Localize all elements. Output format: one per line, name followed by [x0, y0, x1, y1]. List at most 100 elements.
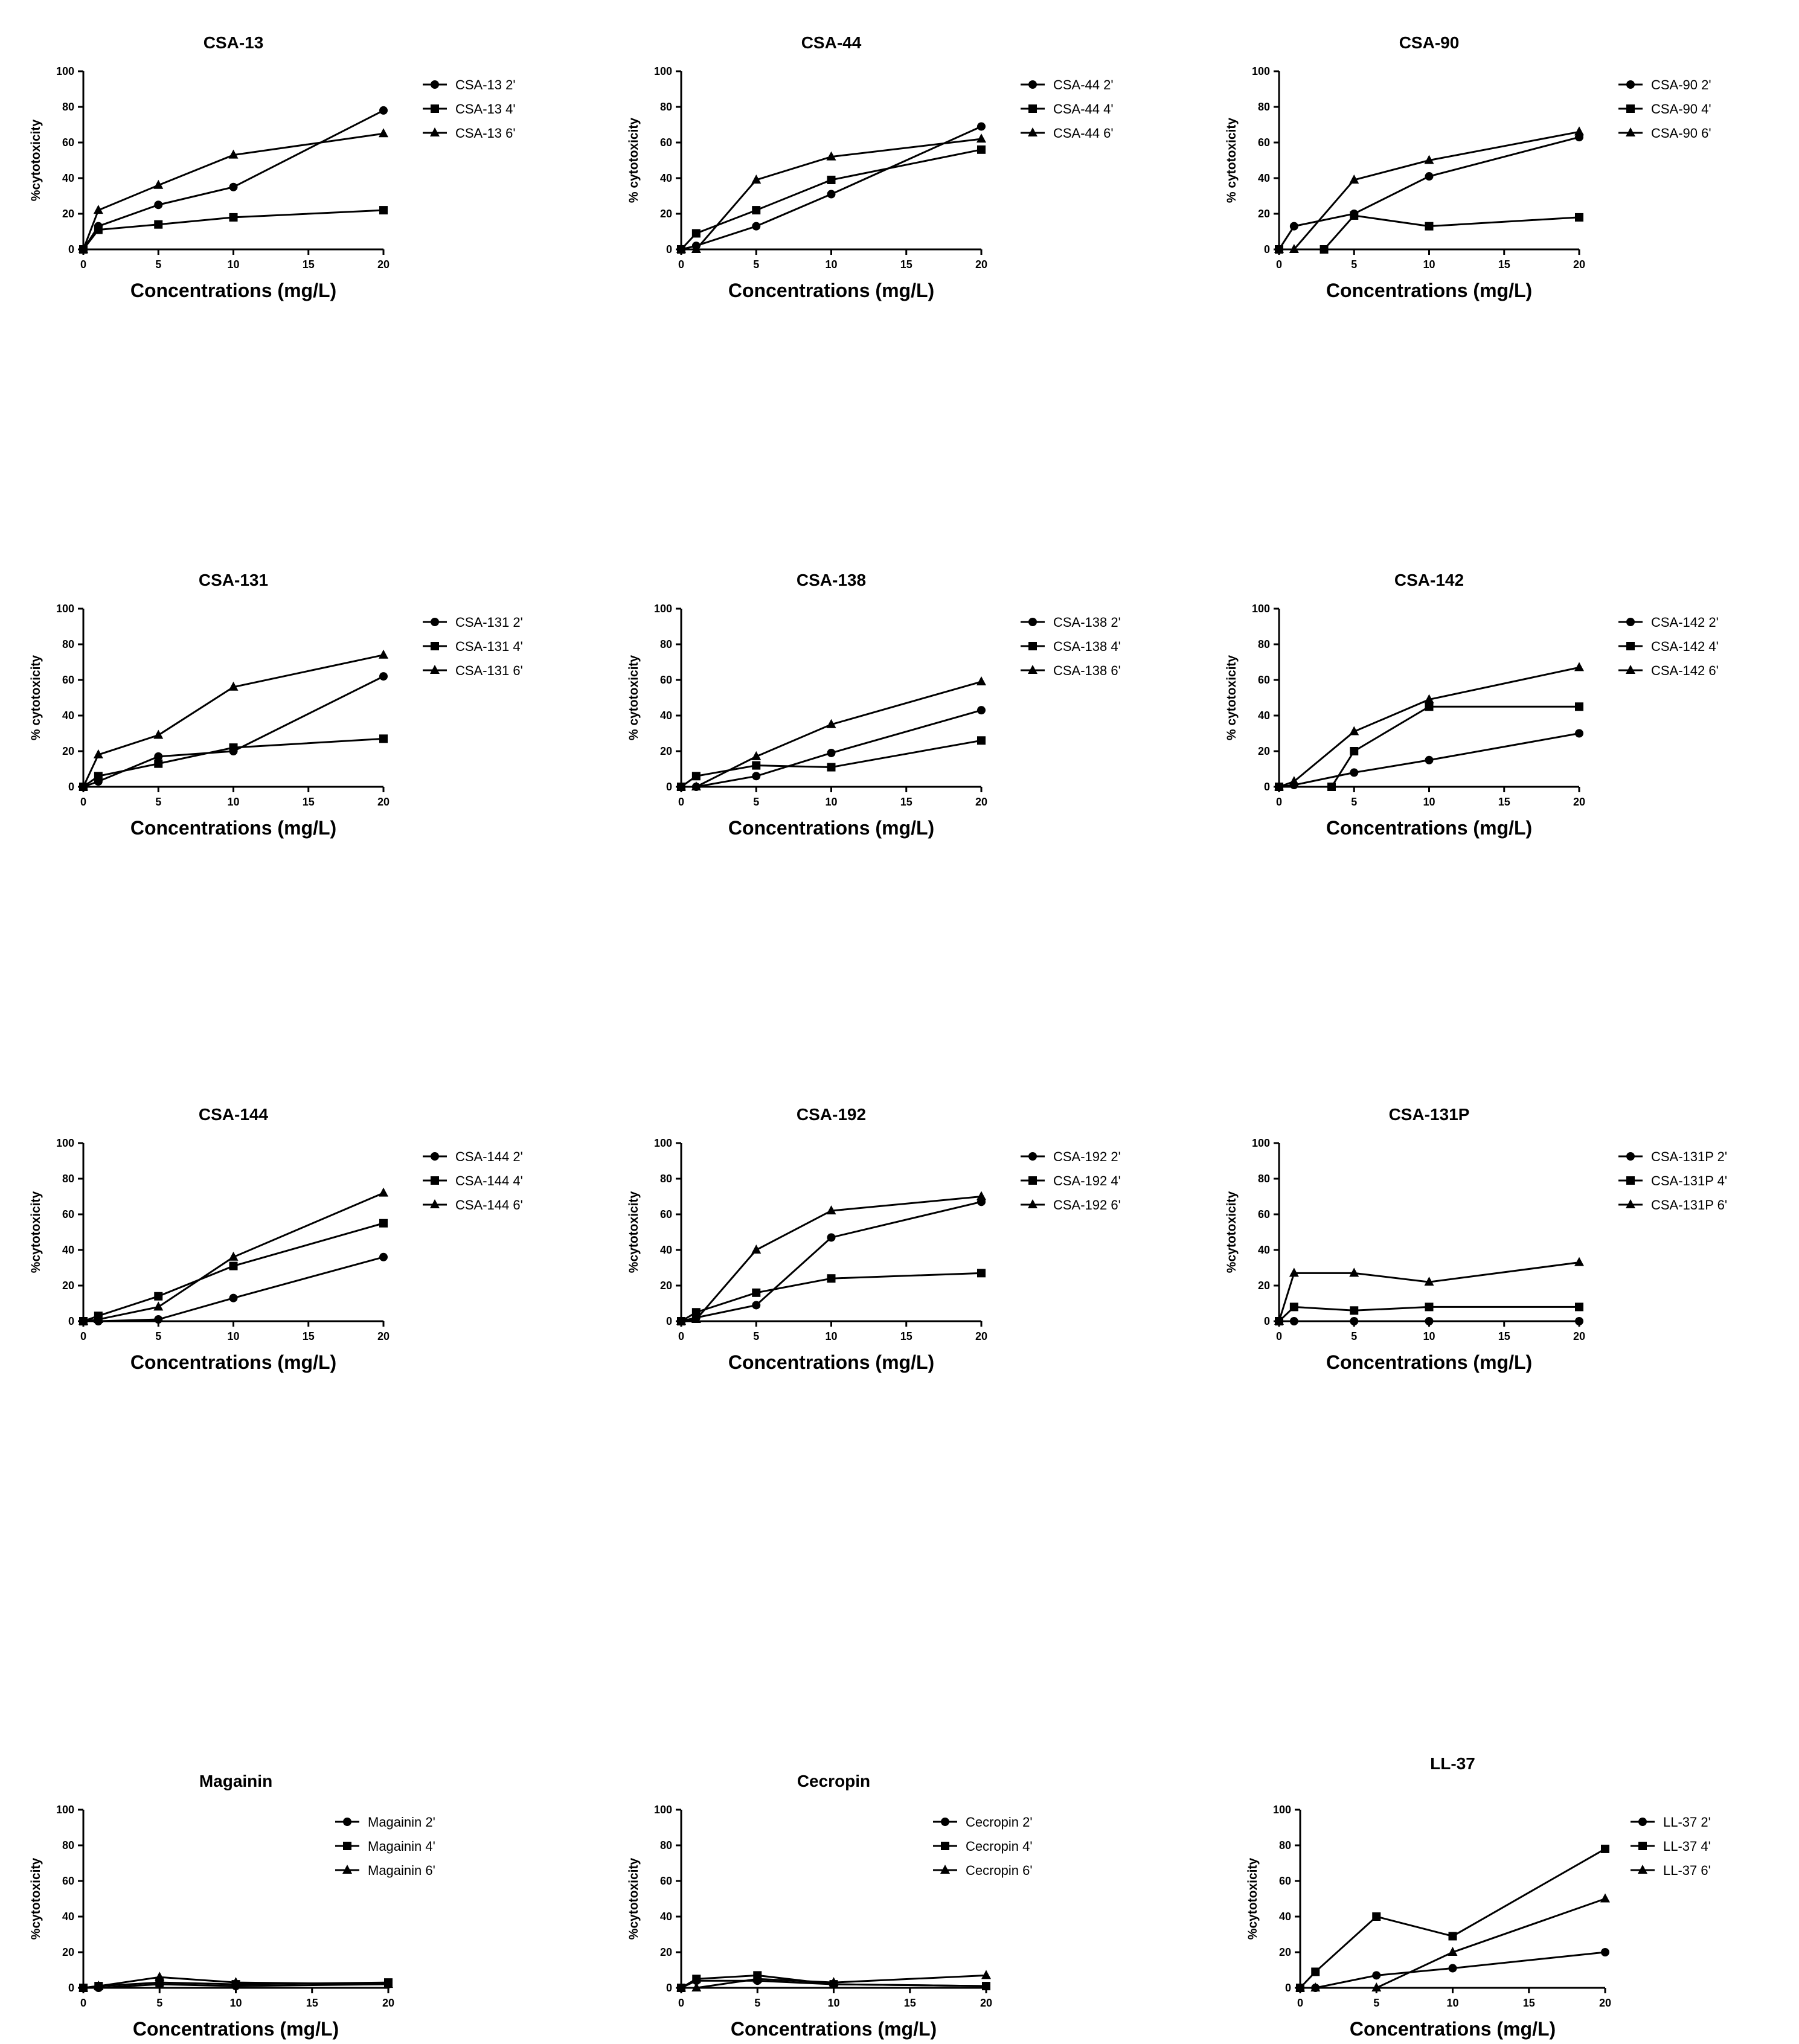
- data-point-circle: [1575, 729, 1583, 738]
- legend-marker-square: [1028, 104, 1037, 113]
- chart-panel-csa-13: CSA-13 0 5 10 15 20 0 20 40 60 80 100 Concentrations…: [0, 0, 580, 362]
- chart-svg: Cecropin 0 5 10 15 20 0 20 40 60 80 100 Concentratio…: [627, 1772, 1033, 2040]
- data-point-square: [691, 1308, 701, 1317]
- data-point-square: [752, 1288, 761, 1297]
- data-point-circle: [827, 748, 836, 757]
- data-point-square: [1448, 1932, 1457, 1941]
- chart-panel-csa-131: CSA-131 0 5 10 15 20 0 20 40 60 80 100 Concentration…: [0, 537, 580, 900]
- series-line-3: [1278, 666, 1580, 788]
- chart-panel-csa-90: CSA-90 0 5 10 15 20 0 20 40 60 80 100 Concentrations…: [1196, 0, 1775, 362]
- legend-marker-circle: [1028, 80, 1037, 89]
- legend-label: CSA-138 6': [1053, 663, 1121, 678]
- x-tick-label: 5: [1351, 1330, 1357, 1342]
- data-point-circle: [229, 1293, 238, 1302]
- x-tick-label: 10: [1446, 1997, 1458, 2009]
- legend-label: Cecropin 2': [966, 1815, 1033, 1830]
- legend-label: CSA-192 6': [1053, 1197, 1121, 1213]
- legend-marker-circle: [343, 1818, 351, 1826]
- y-axis-label: %cytotoxicity: [627, 1857, 641, 1940]
- chart-svg: CSA-44 0 5 10 15 20 0 20 40 60 80 100 Concentrations…: [627, 33, 1114, 301]
- legend-label: CSA-90 2': [1651, 77, 1711, 92]
- legend-marker-square: [1626, 104, 1635, 113]
- data-point-triangle: [976, 1191, 986, 1200]
- data-point-square: [1320, 245, 1329, 254]
- series-line-2: [1279, 705, 1579, 788]
- legend-marker-triangle: [1626, 665, 1635, 674]
- series-line-2: [680, 149, 982, 251]
- data-point-triangle: [1274, 244, 1284, 253]
- x-tick-label: 10: [1423, 1330, 1435, 1342]
- data-point-triangle: [379, 1187, 388, 1197]
- data-point-square: [1601, 1844, 1609, 1853]
- y-tick-label: 40: [62, 172, 74, 184]
- y-tick-label: 0: [68, 1982, 74, 1994]
- chart-svg: CSA-192 0 5 10 15 20 0 20 40 60 80 100 Concentration…: [627, 1105, 1121, 1373]
- y-tick-label: 20: [1258, 745, 1270, 757]
- chart-svg: CSA-13 0 5 10 15 20 0 20 40 60 80 100 Concentrations…: [29, 33, 516, 301]
- data-point-triangle: [691, 781, 701, 790]
- y-tick-label: 0: [68, 781, 74, 793]
- chart-title: Magainin: [199, 1772, 272, 1790]
- data-point-square: [1327, 783, 1336, 791]
- y-tick-label: 20: [1258, 208, 1270, 220]
- data-point-triangle: [153, 1301, 164, 1311]
- chart-svg: LL-37 0 5 10 15 20 0 20 40 60 80 100 Concentrations …: [1246, 1754, 1711, 2040]
- legend-marker-circle: [1028, 1152, 1037, 1161]
- y-tick-label: 40: [660, 1911, 672, 1923]
- legend-label: CSA-131P 6': [1651, 1197, 1727, 1213]
- x-tick-label: 15: [900, 796, 912, 808]
- y-tick-label: 60: [1258, 136, 1270, 149]
- legend-label: CSA-144 2': [455, 1149, 523, 1164]
- data-point-triangle: [976, 676, 986, 685]
- x-tick-label: 0: [678, 1997, 684, 2009]
- y-tick-label: 0: [1264, 781, 1270, 793]
- data-point-circle: [1448, 1964, 1457, 1973]
- data-point-triangle: [676, 1316, 686, 1325]
- chart-svg: CSA-138 0 5 10 15 20 0 20 40 60 80 100 Concentration…: [627, 571, 1121, 839]
- x-tick-label: 15: [306, 1997, 318, 2009]
- y-tick-label: 40: [1258, 172, 1270, 184]
- legend-label: CSA-44 6': [1053, 126, 1114, 141]
- y-tick-label: 40: [62, 1911, 74, 1923]
- data-point-circle: [379, 672, 388, 681]
- data-point-square: [1575, 1302, 1583, 1312]
- legend-label: CSA-142 2': [1651, 615, 1719, 630]
- x-tick-label: 15: [303, 258, 315, 271]
- legend-marker-square: [431, 1176, 439, 1185]
- data-point-triangle: [93, 205, 103, 214]
- x-tick-label: 20: [382, 1997, 394, 2009]
- legend-label: CSA-144 6': [455, 1197, 523, 1213]
- y-tick-label: 40: [660, 1244, 672, 1256]
- chart-title: Cecropin: [797, 1772, 870, 1790]
- legend-label: CSA-142 6': [1651, 663, 1719, 678]
- x-tick-label: 10: [825, 796, 837, 808]
- data-point-circle: [154, 752, 163, 761]
- x-tick-label: 0: [678, 258, 684, 271]
- data-point-square: [1575, 702, 1583, 711]
- x-tick-label: 10: [827, 1997, 839, 2009]
- legend-label: Cecropin 4': [966, 1839, 1033, 1854]
- data-point-triangle: [1574, 1257, 1584, 1266]
- data-point-square: [1425, 1302, 1434, 1312]
- legend-marker-square: [1626, 642, 1635, 650]
- data-point-square: [229, 213, 238, 222]
- legend-marker-square: [1028, 642, 1037, 650]
- data-point-triangle: [79, 1316, 88, 1325]
- x-tick-label: 0: [1297, 1997, 1303, 2009]
- data-point-triangle: [1274, 1316, 1284, 1325]
- chart-svg: CSA-131 0 5 10 15 20 0 20 40 60 80 100 Concentration…: [29, 571, 523, 839]
- x-axis-label: Concentrations (mg/L): [1350, 2018, 1556, 2040]
- data-point-triangle: [676, 244, 686, 253]
- y-tick-label: 0: [666, 1315, 672, 1327]
- y-tick-label: 80: [62, 101, 74, 113]
- legend-marker-triangle: [430, 1199, 440, 1208]
- y-tick-label: 80: [660, 1173, 672, 1185]
- data-point-circle: [1425, 1317, 1434, 1325]
- data-point-circle: [752, 1301, 761, 1310]
- series-line-1: [1278, 136, 1580, 250]
- x-tick-label: 0: [80, 1330, 86, 1342]
- legend-marker-circle: [431, 80, 439, 89]
- data-point-square: [1372, 1912, 1381, 1921]
- y-tick-label: 80: [62, 638, 74, 650]
- data-point-triangle: [676, 781, 686, 790]
